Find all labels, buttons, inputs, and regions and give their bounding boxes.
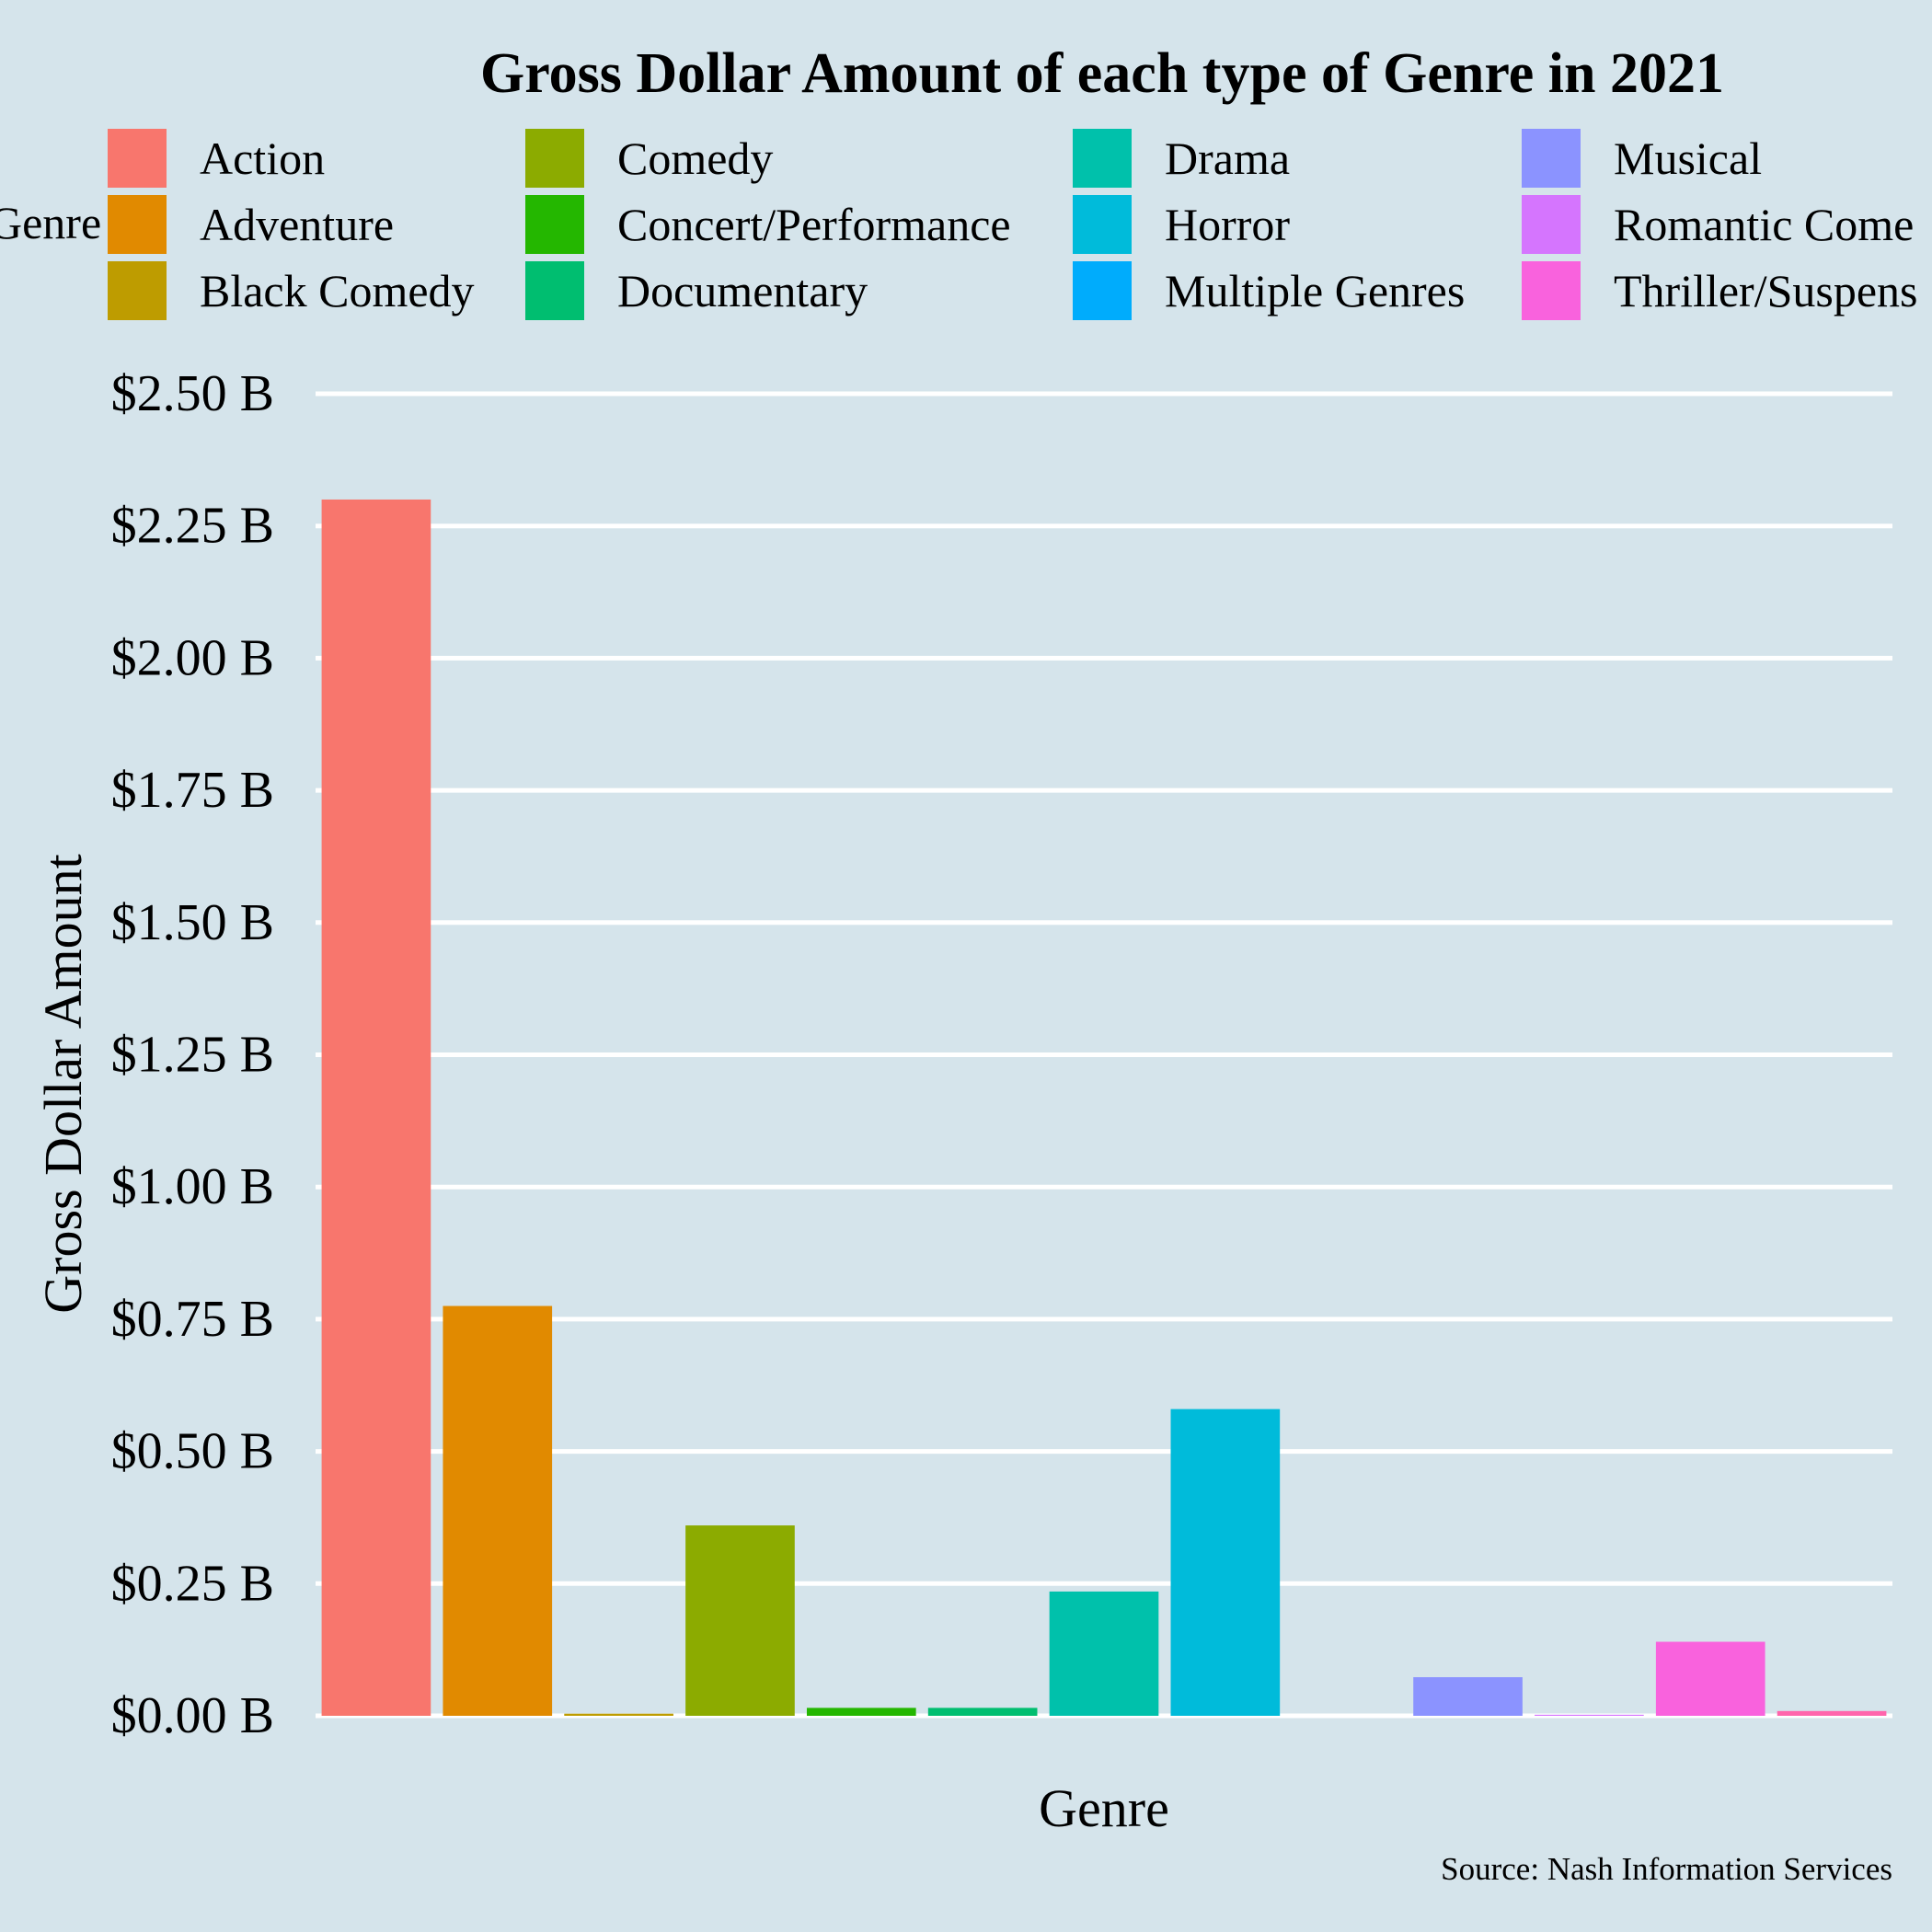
bar [1777, 1710, 1887, 1716]
bar [927, 1708, 1038, 1716]
bar [1170, 1409, 1281, 1716]
grid-layer [316, 391, 1892, 1719]
bar [321, 499, 431, 1717]
legend: Action Adventure Black Comedy Comedy Concert… [108, 129, 1918, 320]
y-axis-title: Gross Dollar Amount [33, 854, 93, 1313]
legend-label: Horror [1165, 199, 1290, 250]
legend-key [1522, 195, 1581, 254]
y-tick-label: $1.50 B [111, 894, 274, 951]
legend-key [108, 261, 167, 320]
legend-label: Documentary [617, 265, 868, 316]
y-tick-label: $0.50 B [111, 1423, 274, 1480]
legend-key [1073, 195, 1132, 254]
bar [1413, 1677, 1523, 1716]
chart-title: Gross Dollar Amount of each type of Genr… [480, 42, 1724, 105]
legend-label: Multiple Genres [1165, 265, 1465, 316]
legend-key [1522, 261, 1581, 320]
bar [806, 1708, 916, 1716]
legend-key [108, 195, 167, 254]
y-tick-label: $1.00 B [111, 1158, 274, 1215]
bar [1655, 1641, 1765, 1716]
y-tick-label: $0.25 B [111, 1555, 274, 1612]
legend-label: Musical [1614, 132, 1762, 184]
legend-key [1073, 261, 1132, 320]
legend-key [108, 129, 167, 188]
legend-label: Thriller/Suspens [1614, 265, 1918, 316]
x-axis-title: Genre [1039, 1778, 1169, 1838]
bar [685, 1525, 795, 1716]
y-tick-label: $1.75 B [111, 762, 274, 819]
y-tick-label: $2.00 B [111, 629, 274, 686]
y-tick-label: $2.25 B [111, 498, 274, 555]
legend-label: Comedy [617, 132, 773, 184]
legend-key [525, 129, 584, 188]
legend-title: Genre [0, 197, 101, 248]
bar-layer [321, 499, 1887, 1717]
legend-key [1073, 129, 1132, 188]
bar [564, 1713, 673, 1716]
bar [443, 1305, 553, 1716]
bar [1535, 1714, 1644, 1716]
legend-label: Adventure [200, 199, 394, 250]
y-tick-label: $0.75 B [111, 1291, 274, 1348]
legend-key [525, 195, 584, 254]
y-tick-label: $0.00 B [111, 1687, 274, 1744]
legend-label: Action [200, 132, 325, 184]
legend-key [525, 261, 584, 320]
legend-label: Drama [1165, 132, 1290, 184]
bar [1049, 1591, 1159, 1716]
legend-key [1522, 129, 1581, 188]
legend-label: Black Comedy [200, 265, 475, 316]
source-caption: Source: Nash Information Services [1441, 1851, 1892, 1887]
legend-label: Romantic Come [1614, 199, 1914, 250]
y-tick-label: $2.50 B [111, 365, 274, 422]
legend-label: Concert/Performance [617, 199, 1011, 250]
y-tick-label: $1.25 B [111, 1027, 274, 1084]
y-axis-tick-labels: $0.00 B $0.25 B $0.50 B $0.75 B $1.00 B $1.25… [111, 365, 274, 1744]
